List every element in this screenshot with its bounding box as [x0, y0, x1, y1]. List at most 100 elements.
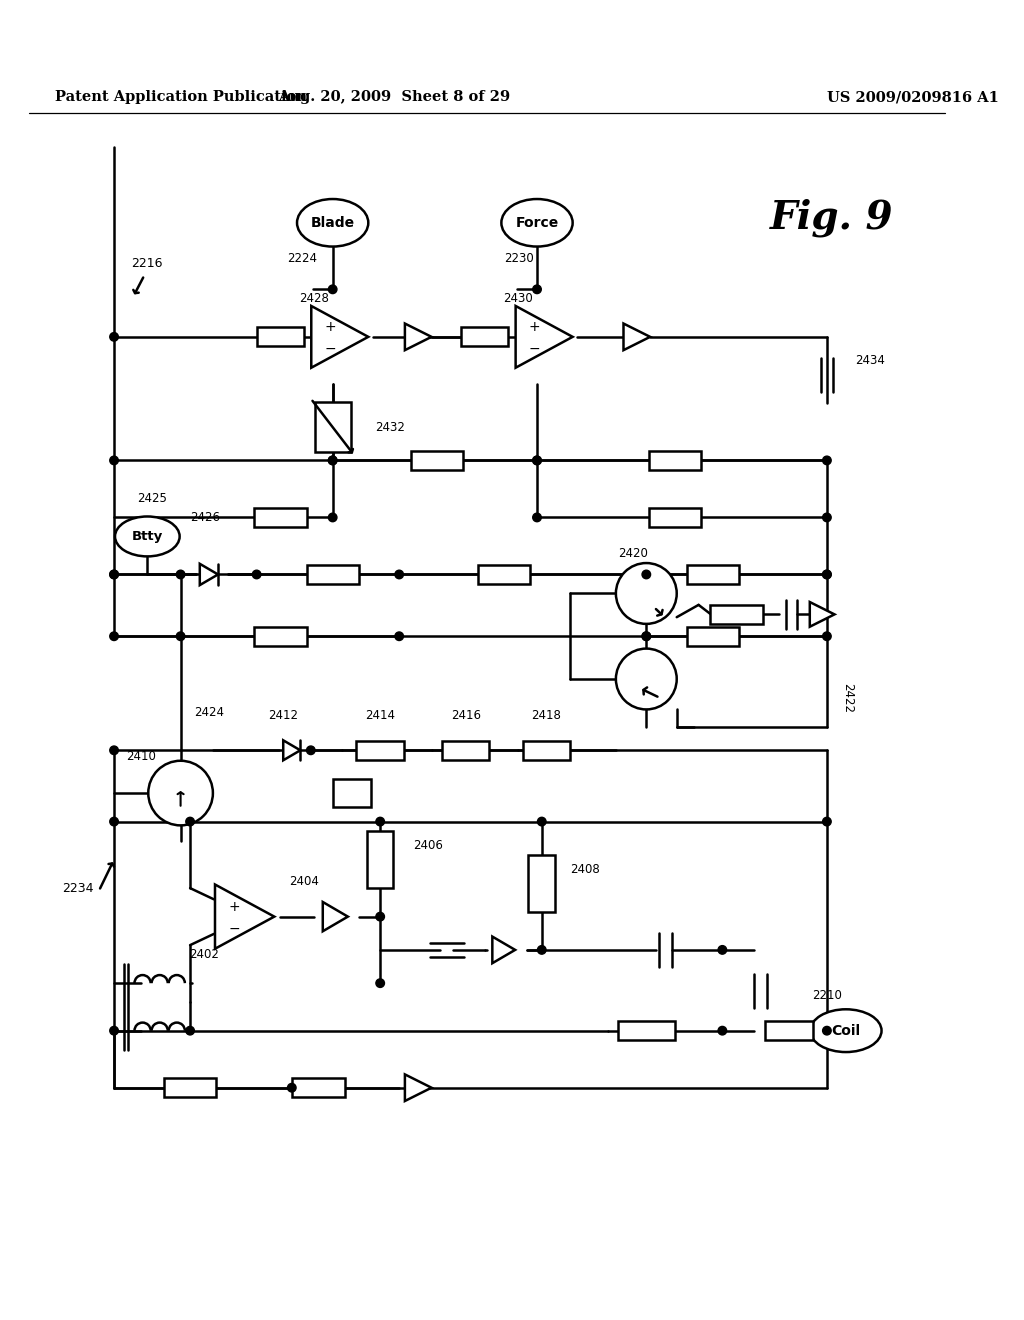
Polygon shape [323, 902, 348, 931]
Text: 2418: 2418 [531, 709, 561, 722]
Bar [765, 1022, 813, 1040]
Bar [306, 565, 358, 583]
Bar [254, 627, 306, 645]
Circle shape [532, 457, 542, 465]
Text: 2426: 2426 [190, 511, 220, 524]
Circle shape [148, 760, 213, 825]
Circle shape [288, 1084, 296, 1092]
Bar [522, 741, 570, 760]
Polygon shape [404, 323, 431, 350]
Circle shape [538, 945, 546, 954]
Text: 2410: 2410 [126, 751, 156, 763]
Circle shape [376, 979, 384, 987]
Circle shape [376, 912, 384, 921]
Bar [648, 508, 701, 527]
Text: 2402: 2402 [189, 948, 219, 961]
Polygon shape [284, 741, 300, 760]
Bar [164, 1078, 216, 1097]
Text: 2422: 2422 [841, 682, 854, 713]
Text: 2406: 2406 [414, 838, 443, 851]
Bar [356, 741, 403, 760]
Circle shape [110, 457, 119, 465]
Text: 2428: 2428 [299, 292, 329, 305]
Polygon shape [311, 306, 369, 368]
Circle shape [110, 1027, 119, 1035]
Circle shape [822, 632, 831, 640]
Bar [687, 565, 739, 583]
Circle shape [395, 632, 403, 640]
Polygon shape [215, 884, 274, 949]
Text: Force: Force [515, 215, 559, 230]
Text: 2414: 2414 [366, 709, 395, 722]
Circle shape [110, 632, 119, 640]
Circle shape [110, 817, 119, 826]
Circle shape [822, 457, 831, 465]
Circle shape [110, 570, 119, 578]
Text: +: + [528, 321, 541, 334]
Circle shape [532, 513, 542, 521]
Bar [528, 855, 555, 912]
Circle shape [538, 817, 546, 826]
Text: 2420: 2420 [617, 546, 647, 560]
Circle shape [822, 513, 831, 521]
Circle shape [822, 1027, 831, 1035]
Text: −: − [229, 921, 241, 936]
Text: 2432: 2432 [376, 421, 406, 434]
Circle shape [532, 285, 542, 293]
Bar [257, 327, 304, 346]
Ellipse shape [810, 1010, 882, 1052]
Text: +: + [229, 900, 241, 913]
Circle shape [176, 632, 185, 640]
Ellipse shape [115, 516, 179, 557]
Text: Patent Application Publication: Patent Application Publication [55, 90, 307, 104]
Text: Btty: Btty [132, 529, 163, 543]
Circle shape [718, 1027, 727, 1035]
Polygon shape [493, 937, 515, 964]
Circle shape [185, 1027, 195, 1035]
Polygon shape [200, 564, 218, 585]
Bar [411, 451, 463, 470]
Circle shape [822, 570, 831, 578]
Bar [314, 403, 350, 451]
Circle shape [306, 746, 315, 755]
Circle shape [718, 945, 727, 954]
Circle shape [642, 632, 650, 640]
Text: 2430: 2430 [503, 292, 532, 305]
Text: Blade: Blade [310, 215, 354, 230]
Text: 2434: 2434 [855, 354, 886, 367]
Text: 2416: 2416 [451, 709, 480, 722]
Bar [648, 451, 701, 470]
Circle shape [110, 746, 119, 755]
Circle shape [376, 817, 384, 826]
Circle shape [176, 570, 185, 578]
Bar [711, 605, 763, 624]
Bar [442, 741, 489, 760]
Text: 2224: 2224 [287, 252, 317, 265]
Text: 2216: 2216 [131, 257, 163, 271]
Circle shape [329, 513, 337, 521]
Text: 2425: 2425 [137, 492, 167, 506]
Polygon shape [810, 602, 835, 627]
Bar [333, 779, 371, 808]
Text: Fig. 9: Fig. 9 [770, 199, 893, 238]
Text: 2408: 2408 [570, 862, 600, 875]
Text: −: − [325, 342, 336, 355]
Text: +: + [325, 321, 336, 334]
Text: Aug. 20, 2009  Sheet 8 of 29: Aug. 20, 2009 Sheet 8 of 29 [279, 90, 511, 104]
Circle shape [110, 333, 119, 341]
Bar [617, 1022, 675, 1040]
Circle shape [329, 457, 337, 465]
Circle shape [615, 564, 677, 624]
Text: 2424: 2424 [195, 706, 224, 719]
Circle shape [642, 632, 650, 640]
Circle shape [642, 570, 650, 578]
Text: 2412: 2412 [268, 709, 298, 722]
Circle shape [185, 817, 195, 826]
Bar [477, 565, 529, 583]
Ellipse shape [297, 199, 369, 247]
Text: −: − [528, 342, 541, 355]
Polygon shape [624, 323, 650, 350]
Circle shape [615, 648, 677, 709]
Text: 2210: 2210 [812, 989, 842, 1002]
Bar [461, 327, 509, 346]
